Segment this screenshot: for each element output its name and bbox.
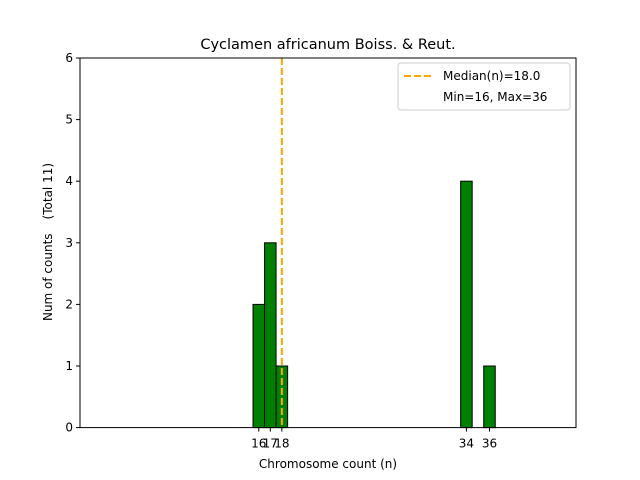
x-tick-label-16: 16	[251, 437, 266, 451]
legend-minmax-label: Min=16, Max=36	[443, 90, 547, 104]
y-tick-label-1: 1	[65, 359, 73, 373]
x-tick-label-17: 17	[263, 437, 278, 451]
y-tick-label-3: 3	[65, 236, 73, 250]
bar-16	[252, 303, 266, 429]
legend-median-label: Median(n)=18.0	[443, 69, 540, 83]
y-tick-label-4: 4	[65, 174, 73, 188]
bar-34	[460, 180, 473, 429]
y-tick-label-6: 6	[65, 51, 73, 65]
y-axis-label-main: Num of counts	[41, 233, 55, 321]
chart-title: Cyclamen africanum Boiss. & Reut.	[200, 37, 455, 53]
x-tick-label-34: 34	[459, 437, 474, 451]
x-axis-label: Chromosome count (n)	[259, 457, 397, 471]
y-tick-label-2: 2	[65, 297, 73, 311]
y-axis-label-group: Num of counts (Total 11)	[41, 163, 55, 321]
y-tick-label-5: 5	[65, 113, 73, 127]
y-tick-label-0: 0	[65, 421, 73, 435]
y-axis: 0 1 2 3 4 5 6	[65, 51, 80, 435]
bar-36	[483, 365, 496, 429]
x-tick-label-36: 36	[482, 437, 497, 451]
y-axis-label: Num of counts (Total 11)	[41, 163, 55, 321]
legend: Median(n)=18.0 Min=16, Max=36	[397, 62, 571, 111]
x-tick-label-18: 18	[274, 437, 289, 451]
legend-box	[397, 62, 571, 111]
y-axis-label-total: (Total 11)	[41, 163, 55, 219]
bar-17	[264, 242, 277, 429]
